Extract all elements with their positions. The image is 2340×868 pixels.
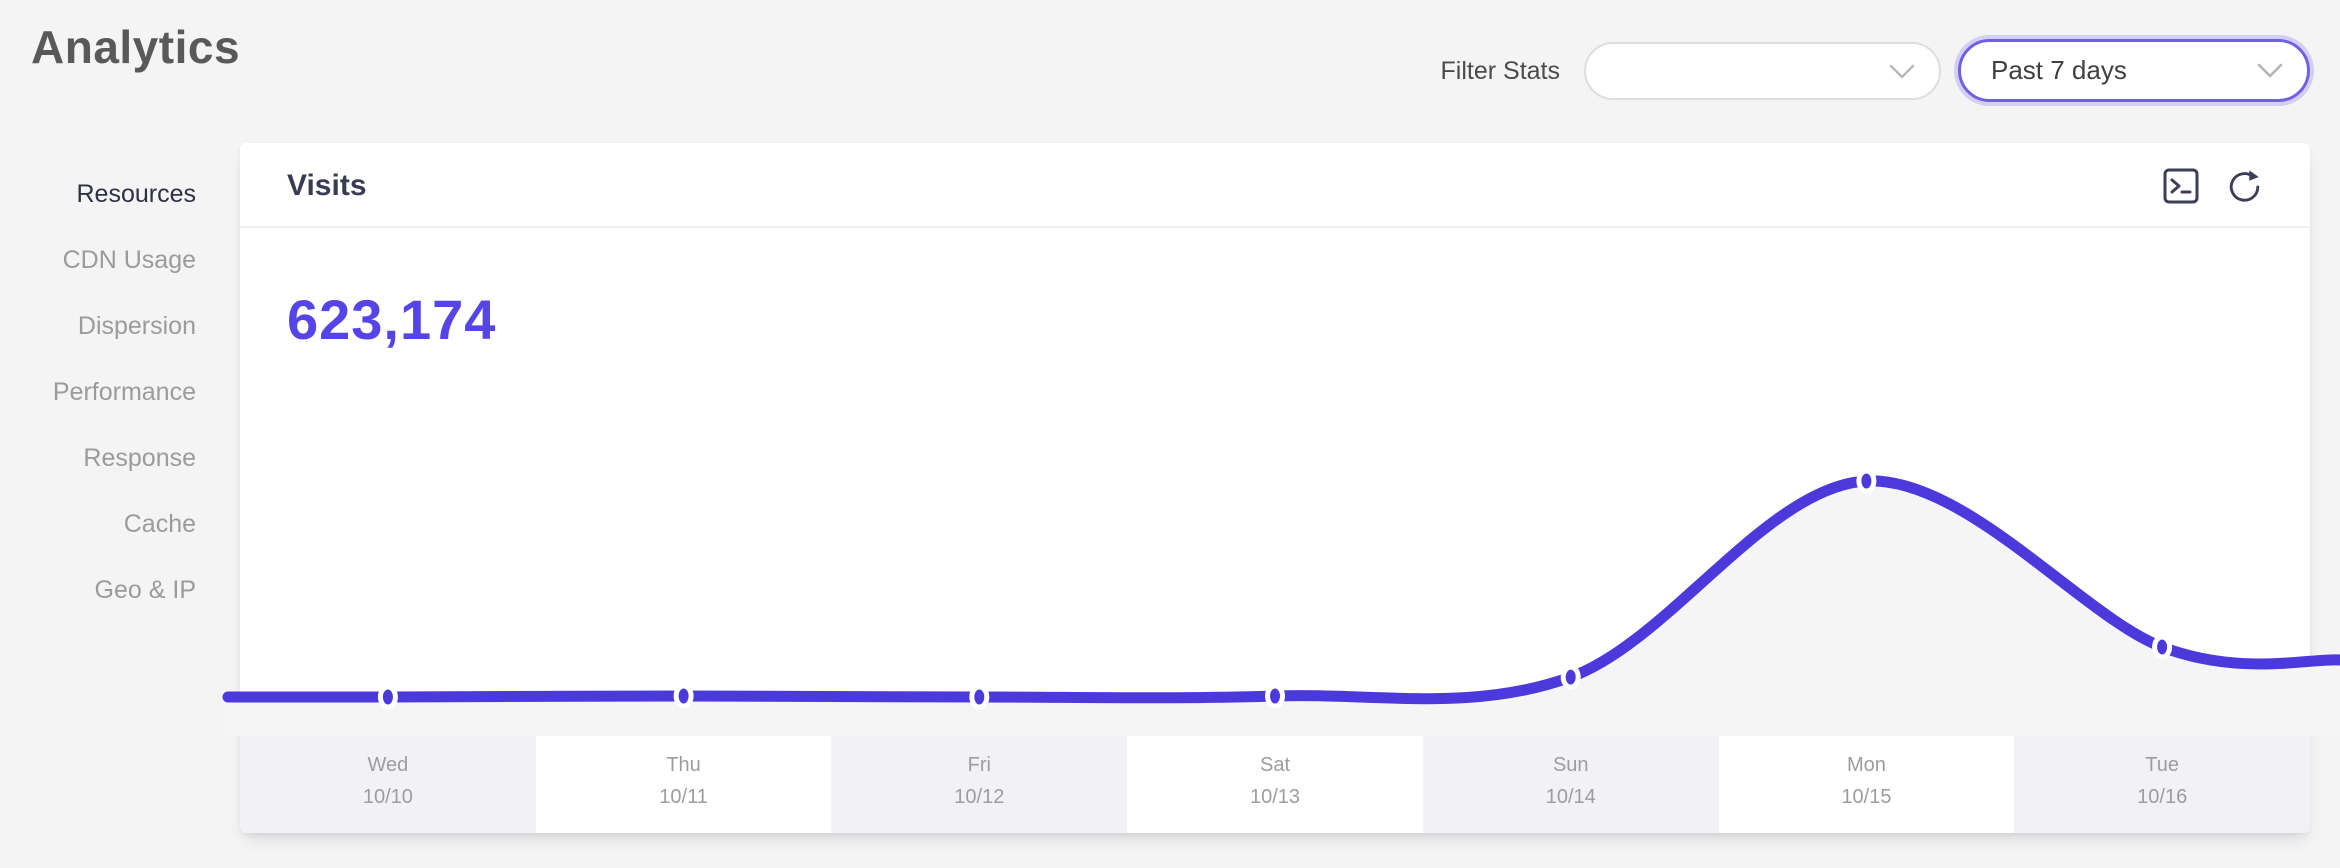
- date-range-dropdown[interactable]: Past 7 days: [1958, 39, 2310, 102]
- sidebar-item-cdn-usage[interactable]: CDN Usage: [62, 246, 196, 274]
- x-axis-label: Wed 10/10: [362, 754, 413, 808]
- card-title: Visits: [287, 169, 367, 202]
- filter-stats-label: Filter Stats: [1440, 57, 1560, 85]
- x-axis-label: Sat 10/13: [1127, 736, 1423, 833]
- sidebar-item-performance[interactable]: Performance: [52, 378, 196, 406]
- date-range-value: Past 7 days: [1991, 55, 2127, 85]
- x-axis-label: Mon 10/15: [1718, 736, 2015, 833]
- card-header: Visits: [240, 143, 2310, 228]
- data-point-marker: [2152, 634, 2173, 660]
- data-point-marker: [1856, 468, 1877, 494]
- data-point-marker: [1265, 683, 1285, 709]
- x-axis-label: Thu 10/11: [535, 736, 832, 833]
- data-point-marker: [969, 684, 990, 710]
- x-axis-label: Tue 10/16: [2137, 754, 2188, 808]
- visits-line-chart: [222, 468, 2340, 736]
- visits-line: [222, 475, 2340, 705]
- refresh-icon[interactable]: [2226, 167, 2264, 205]
- data-point-marker: [1560, 664, 1581, 690]
- card-actions: [2162, 167, 2264, 205]
- sidebar-item-cache[interactable]: Cache: [123, 510, 196, 538]
- sidebar: Resources CDN Usage Dispersion Performance R…: [0, 161, 196, 623]
- x-axis: Wed 10/10 Thu 10/11 Fri 10/12 Sat 10/13 …: [240, 736, 2310, 833]
- sidebar-item-dispersion[interactable]: Dispersion: [77, 312, 196, 340]
- chevron-down-icon: [1889, 64, 1915, 79]
- visits-total: 623,174: [287, 288, 497, 351]
- sidebar-item-geo-ip[interactable]: Geo & IP: [94, 576, 196, 604]
- terminal-icon[interactable]: [2162, 167, 2200, 205]
- chevron-down-icon: [2257, 63, 2283, 78]
- filter-stats-dropdown[interactable]: [1584, 42, 1941, 100]
- x-axis-label: Sun 10/14: [1545, 754, 1596, 808]
- data-point-marker: [377, 684, 398, 710]
- visits-card: Visits 623,174 Wed 10/10 Thu 10/11: [222, 143, 2340, 833]
- x-axis-label: Fri 10/12: [954, 754, 1005, 808]
- visits-area: [228, 480, 2340, 736]
- page-title: Analytics: [31, 21, 241, 73]
- sidebar-item-resources[interactable]: Resources: [76, 180, 197, 208]
- data-point-marker: [673, 683, 694, 709]
- sidebar-item-response[interactable]: Response: [83, 444, 196, 472]
